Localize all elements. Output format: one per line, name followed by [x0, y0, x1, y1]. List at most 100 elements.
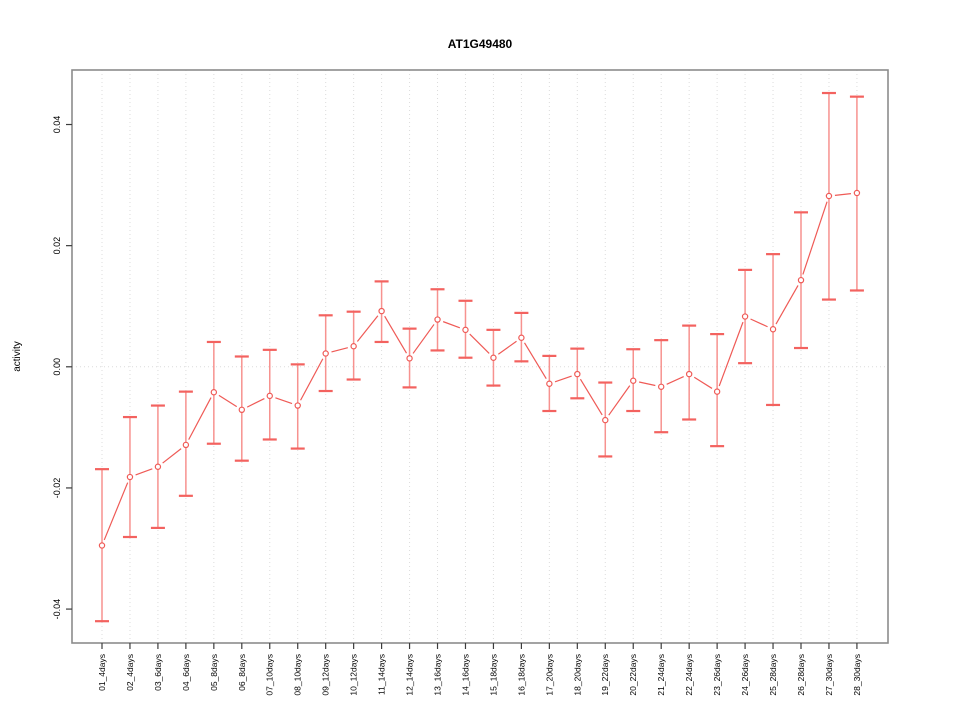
data-point	[490, 354, 497, 361]
data-point	[154, 463, 162, 470]
x-tick-label: 21_24days	[656, 654, 666, 696]
line-segment	[384, 315, 408, 354]
data-point	[630, 377, 637, 384]
x-tick-label: 22_24days	[684, 654, 694, 696]
line-segment	[608, 385, 631, 416]
data-point	[182, 441, 190, 449]
data-point	[462, 326, 469, 334]
line-segment	[579, 378, 603, 416]
data-point	[210, 389, 218, 396]
x-tick-label: 13_16days	[432, 654, 442, 696]
line-segment	[775, 285, 799, 325]
x-tick-label: 18_20days	[572, 654, 582, 696]
line-segment	[246, 398, 265, 408]
y-tick-label: 0.02	[52, 237, 62, 255]
data-point	[406, 355, 413, 362]
data-point	[126, 473, 134, 481]
line-segment	[638, 381, 656, 387]
data-point	[658, 383, 665, 390]
data-point	[322, 350, 329, 357]
line-segment	[331, 347, 348, 353]
x-tick-label: 12_14days	[405, 654, 415, 696]
x-tick-label: 24_26days	[740, 654, 750, 696]
data-point	[378, 307, 385, 315]
x-tick-label: 09_12days	[321, 654, 331, 696]
line-segment	[300, 358, 324, 401]
line-segment	[162, 448, 182, 464]
line-segment	[442, 321, 461, 329]
x-tick-label: 28_30days	[852, 654, 862, 696]
line-segment	[497, 340, 517, 355]
x-tick-label: 07_10days	[265, 654, 275, 696]
line-segment	[412, 324, 435, 354]
x-axis: 01_4days 02_4days 03_6days 04_6days 05_8days…	[97, 643, 862, 696]
data-point	[266, 392, 273, 400]
data-point	[238, 406, 245, 414]
x-tick-label: 20_22days	[628, 654, 638, 696]
x-tick-label: 04_6days	[181, 654, 191, 691]
y-axis-title: activity	[12, 341, 23, 372]
line-segment	[750, 318, 768, 328]
data-point	[825, 192, 833, 200]
plot-border	[71, 69, 889, 644]
line-segment	[834, 193, 852, 196]
line-segment	[188, 397, 212, 440]
data-point	[350, 343, 357, 350]
y-tick-label: 0.04	[52, 116, 62, 134]
x-tick-label: 16_18days	[516, 654, 526, 696]
data-point	[98, 542, 106, 549]
gridlines	[101, 70, 858, 643]
data-point	[434, 316, 441, 323]
data-point	[741, 313, 749, 320]
y-axis-title: activity	[12, 341, 23, 372]
y-axis: -0.04 -0.02 0.00 0.02 0.04	[52, 116, 72, 620]
data-point	[602, 416, 609, 424]
data-point	[713, 388, 721, 395]
data-point	[546, 380, 553, 387]
chart-title: AT1G49480	[448, 37, 513, 51]
line-segment	[103, 482, 129, 541]
line-segment	[524, 342, 547, 379]
line-segment	[802, 201, 828, 275]
y-tick-label: -0.04	[52, 599, 62, 620]
x-tick-label: 23_26days	[712, 654, 722, 696]
x-tick-label: 26_28days	[796, 654, 806, 696]
x-tick-label: 14_16days	[460, 654, 470, 696]
line-segment	[469, 333, 490, 354]
data-point	[797, 276, 805, 284]
data-point	[294, 402, 301, 409]
x-tick-label: 03_6days	[153, 654, 163, 691]
x-tick-label: 19_22days	[600, 654, 610, 696]
x-tick-label: 11_14days	[377, 654, 387, 695]
line-segment	[275, 397, 293, 405]
line-segment	[356, 315, 379, 342]
plot-area: -0.04 -0.02 0.00 0.02 0.04 activity 01_4days 02…	[12, 69, 889, 696]
x-tick-label: 05_8days	[209, 654, 219, 691]
x-tick-label: 02_4days	[125, 654, 135, 691]
x-tick-label: 17_20days	[544, 654, 554, 696]
line-segment	[693, 376, 713, 389]
data-point	[574, 370, 581, 378]
x-tick-label: 15_18days	[488, 654, 498, 696]
y-tick-label: 0.00	[52, 358, 62, 376]
x-tick-label: 08_10days	[293, 654, 303, 696]
y-tick-label: -0.02	[52, 478, 62, 499]
data-point	[518, 334, 525, 341]
x-tick-label: 06_8days	[237, 654, 247, 691]
line-segment	[554, 375, 572, 383]
x-tick-label: 27_30days	[824, 654, 834, 696]
data-point	[769, 326, 777, 333]
line-segment	[666, 376, 684, 385]
line-segment	[718, 321, 744, 387]
x-tick-label: 10_12days	[349, 654, 359, 696]
data-point	[685, 370, 693, 378]
series-line	[103, 193, 852, 541]
plot-box	[71, 69, 889, 644]
data-point	[853, 189, 861, 197]
data-points	[98, 189, 861, 549]
line-segment	[135, 468, 153, 476]
line-segment	[218, 394, 238, 408]
error-bars	[95, 91, 864, 623]
